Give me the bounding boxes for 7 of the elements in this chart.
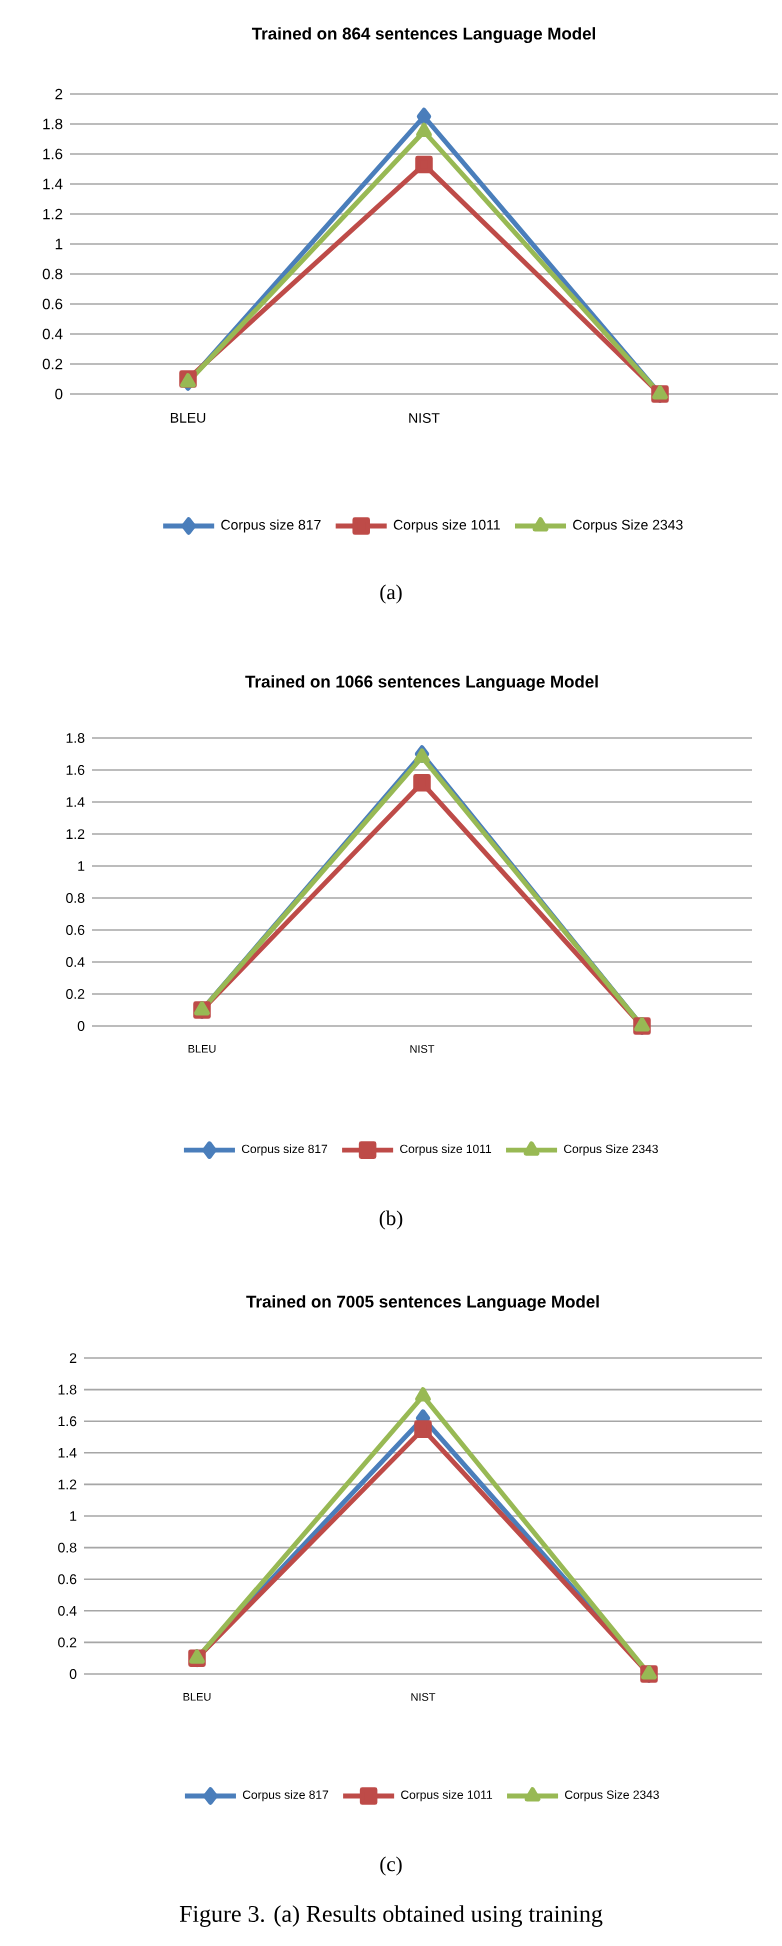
text: (a) <box>380 584 402 604</box>
caption: Figure 3. (a) Results obtained using training <box>179 1905 603 1927</box>
text: (c) <box>380 1856 402 1876</box>
chart-title: Trained on 864 sentences Language Model <box>251 27 596 44</box>
chart-title: Trained on 1066 sentences Language Model <box>245 675 598 692</box>
chart-title: Trained on 7005 sentences Language Model <box>246 1295 599 1312</box>
text: (b) <box>379 1210 403 1230</box>
